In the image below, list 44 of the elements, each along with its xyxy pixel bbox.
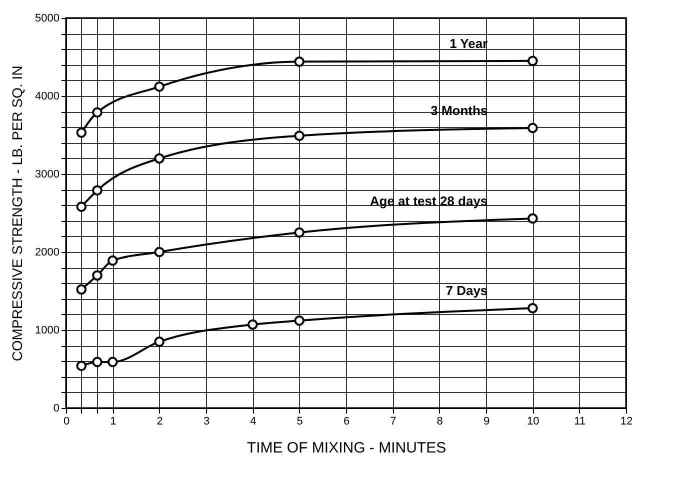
y-tick-label: 4000 (35, 90, 60, 102)
point (92, 270, 102, 281)
point (154, 246, 165, 258)
point (294, 130, 305, 141)
point (294, 315, 305, 326)
y-tick-label: 0 (53, 402, 60, 414)
x-tick-label: 8 (436, 416, 443, 428)
point (107, 356, 118, 368)
x-tick-label: 9 (483, 416, 490, 428)
x-tick-label: 1 (110, 416, 116, 428)
y-tick-label: 2000 (35, 246, 60, 258)
point (107, 255, 118, 266)
point (527, 122, 538, 134)
x-tick-label: 12 (620, 416, 633, 428)
point (76, 127, 87, 138)
point (76, 284, 87, 295)
point (92, 185, 102, 196)
point (76, 202, 87, 212)
point (527, 213, 538, 224)
x-axis-title: TIME OF MIXING - MINUTES (246, 440, 446, 456)
point (294, 227, 305, 238)
x-tick-label: 10 (527, 416, 540, 428)
x-tick-label: 0 (63, 416, 70, 428)
point (154, 81, 165, 92)
point (92, 107, 102, 118)
point (154, 153, 165, 164)
x-tick-label: 6 (343, 416, 350, 428)
point (294, 56, 305, 67)
point (76, 360, 87, 372)
point (154, 336, 165, 347)
y-axis-title: COMPRESSIVE STRENGTH - LB. PER SQ. IN (9, 66, 26, 362)
point (247, 319, 258, 330)
y-tick-label: 1000 (35, 324, 60, 336)
x-tick-label: 11 (574, 416, 586, 428)
y-tick-label: 5000 (35, 12, 60, 24)
x-tick-label: 7 (390, 416, 396, 428)
x-tick-label: 5 (296, 416, 303, 428)
point (527, 302, 538, 314)
y-tick-label: 3000 (35, 168, 60, 180)
x-tick-label: 2 (156, 416, 163, 428)
point (92, 356, 102, 368)
point (527, 56, 538, 66)
x-tick-label: 3 (203, 416, 210, 428)
x-tick-label: 4 (250, 416, 256, 428)
